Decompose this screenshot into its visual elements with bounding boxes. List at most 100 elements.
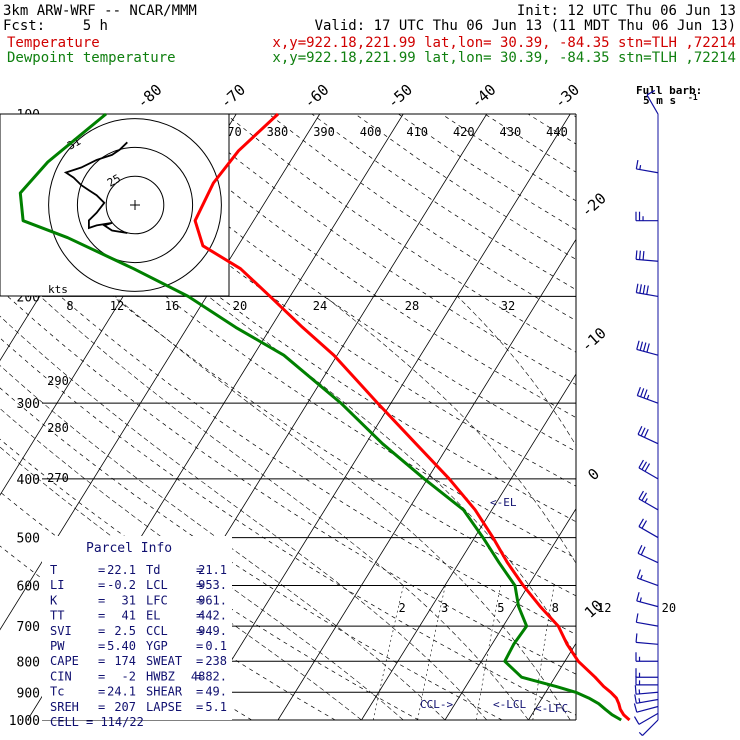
parcel-value: 5.40 <box>107 639 136 653</box>
hodograph-speed-tick: 28 <box>405 299 419 313</box>
temperature-location: x,y=922.18,221.99 lat,lon= 30.39, -84.35… <box>272 35 736 51</box>
parcel-equals: = <box>196 563 203 577</box>
parcel-value: 949. <box>198 624 227 638</box>
parcel-key: SWEAT <box>146 654 182 668</box>
isotherm-label: -10 <box>578 324 610 356</box>
parcel-value: 21.1 <box>198 563 227 577</box>
wind-barb-flag <box>637 425 643 435</box>
wind-barb <box>635 652 658 662</box>
wind-barb-flag <box>640 427 646 437</box>
mixing-ratio-label: 2 <box>398 601 405 615</box>
wind-barb-staff <box>636 258 659 262</box>
parcel-equals: = <box>98 609 105 623</box>
parcel-value: 24.1 <box>107 685 136 699</box>
wind-barb <box>637 425 659 445</box>
wind-barb-flag <box>636 592 640 602</box>
wind-barb-flag <box>642 342 647 352</box>
wind-barb-half <box>644 498 648 503</box>
pressure-tick-label: 400 <box>17 473 40 488</box>
wind-barb <box>636 592 659 608</box>
hodograph-ring <box>48 118 222 292</box>
parcel-value: 49. <box>205 685 227 699</box>
parcel-key: LFC <box>146 593 168 607</box>
pressure-tick-label: 700 <box>17 620 40 635</box>
isotherm-line <box>696 114 740 720</box>
adiabat-labels: 290 280 270 <box>47 374 69 485</box>
theta-label: 380 <box>267 125 289 139</box>
isotherm-label: 0 <box>584 465 603 484</box>
ccl-marker: CCL-> <box>420 698 453 711</box>
parcel-equals: = <box>196 639 203 653</box>
parcel-value: 4882. <box>191 669 227 683</box>
fcst-label: Fcst: <box>3 18 45 34</box>
wind-barb-staff <box>646 94 659 115</box>
parcel-value: 961. <box>198 593 227 607</box>
wind-barb <box>636 569 659 587</box>
hodograph-ring-label: 25 <box>105 172 123 190</box>
parcel-value: 5.1 <box>205 700 227 714</box>
pressure-tick-label: 500 <box>17 532 40 547</box>
dry-adiabat-line <box>0 148 576 559</box>
wind-barb-flag <box>636 340 640 350</box>
isotherm-line <box>277 238 576 720</box>
mixing-ratio-label: 5 <box>497 601 504 615</box>
hodograph-ring <box>76 146 194 264</box>
wind-barb-flag <box>641 461 648 470</box>
wind-barb-flag <box>642 284 646 294</box>
mixing-ratio-label: 12 <box>597 601 611 615</box>
parcel-equals: = <box>98 593 105 607</box>
parcel-key: CCL <box>146 624 168 638</box>
wind-barb <box>636 340 659 356</box>
wind-barb-flag <box>640 388 645 398</box>
wind-barb <box>637 544 659 564</box>
parcel-key: CIN <box>50 669 72 683</box>
parcel-key: Tc <box>50 685 64 699</box>
pressure-tick-label: 300 <box>17 397 40 412</box>
barb-legend-title: Full barb: <box>636 84 702 97</box>
parcel-value: 238 <box>205 654 227 668</box>
parcel-value: = 114/22 <box>86 715 144 729</box>
wind-barb-staff <box>636 705 659 713</box>
wind-barb <box>635 283 659 298</box>
parcel-equals: = <box>98 669 105 683</box>
wind-barb-flag <box>639 284 642 294</box>
wind-barb-half <box>638 731 643 736</box>
wind-barb-half <box>639 164 642 170</box>
hodograph-speed-tick: 16 <box>165 299 179 313</box>
wind-barb-flag <box>641 520 648 529</box>
parcel-equals: = <box>98 563 105 577</box>
theta-labels: 370 380 390 400 410 420 430 440 <box>220 125 568 139</box>
wind-barb-staff <box>642 719 659 736</box>
parcel-equals: = <box>196 669 203 683</box>
pressure-tick-label: 900 <box>17 686 40 701</box>
barb-legend: Full barb: 5 m s -1 <box>636 84 702 107</box>
parcel-equals: = <box>196 700 203 714</box>
parcel-value: 207 <box>114 700 136 714</box>
mixing-ratio-label: 3 <box>441 601 448 615</box>
wind-barb-half <box>638 698 641 703</box>
parcel-key: T <box>50 563 57 577</box>
parcel-equals: = <box>196 578 203 592</box>
wind-barb <box>638 490 659 511</box>
dry-adiabat-line <box>701 114 740 720</box>
wind-barb-flag <box>636 569 641 579</box>
wind-barb-flag <box>646 285 649 295</box>
wind-barb-staff <box>636 621 659 627</box>
wind-barb-flag <box>638 250 641 260</box>
init-time: Init: 12 UTC Thu 06 Jun 13 <box>517 3 736 19</box>
parcel-value: 22.1 <box>107 563 136 577</box>
parcel-key: Td <box>146 563 160 577</box>
isotherm-line <box>612 114 740 720</box>
isotherm-line <box>444 507 576 720</box>
wind-barb-flag <box>641 492 648 501</box>
wind-barb-flag <box>640 546 646 556</box>
theta-label: 390 <box>313 125 335 139</box>
dry-adiabat-line <box>615 114 740 720</box>
wind-barb-flag <box>637 544 643 554</box>
parcel-value: 2.5 <box>114 624 136 638</box>
parcel-equals: = <box>98 639 105 653</box>
parcel-equals: = <box>98 624 105 638</box>
isotherm-line <box>361 373 576 720</box>
hodograph-speed-tick: 24 <box>313 299 327 313</box>
